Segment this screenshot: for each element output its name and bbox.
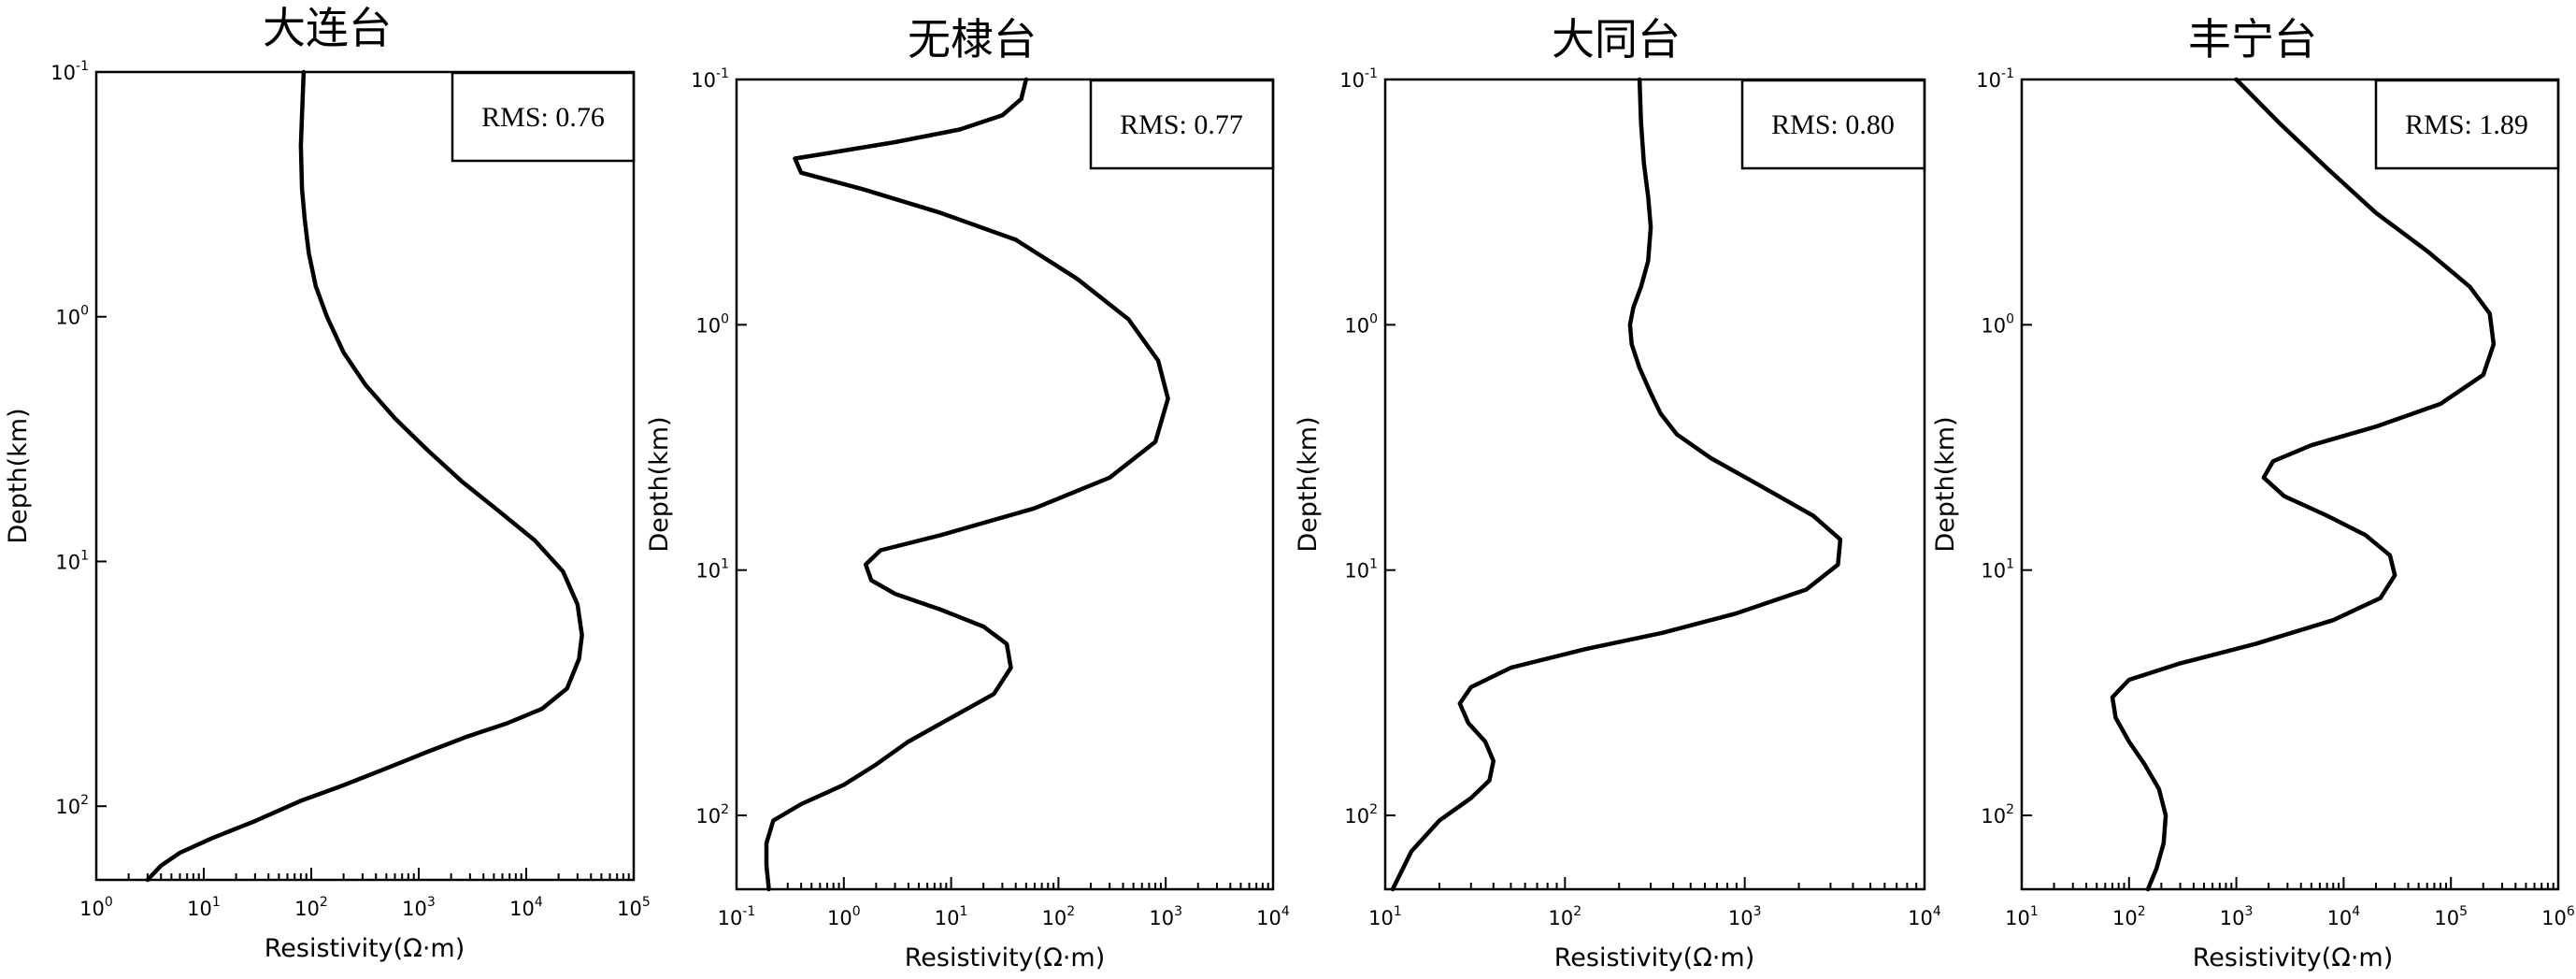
x-tick-label: 100: [827, 904, 861, 929]
panel-title: 大同台: [1552, 14, 1681, 65]
y-tick-label: 100: [1981, 311, 2014, 337]
rms-label: RMS: 0.77: [1120, 109, 1243, 140]
x-ticks: 101 102 103 104 105 106: [2005, 877, 2575, 929]
y-ticks: 10-1 100 101 102: [50, 59, 107, 818]
y-tick-label: 100: [1344, 311, 1378, 337]
rms-box: RMS: 1.89: [2374, 79, 2560, 170]
panel-datong: 大同台 Depth(km) Resistivity(Ω·m) RMS: 0.80…: [1294, 14, 1941, 972]
panel-title: 大连台: [263, 3, 392, 53]
rms-label: RMS: 0.80: [1771, 109, 1895, 140]
y-tick-label: 102: [1344, 802, 1378, 828]
x-tick-label: 104: [1256, 904, 1290, 929]
y-tick-label: 100: [55, 304, 89, 329]
plot-frame: [735, 78, 1275, 891]
x-axis-label: Resistivity(Ω·m): [1554, 943, 1755, 972]
y-axis-label: Depth(km): [4, 408, 33, 543]
x-ticks: 10-1 100 101 102 103 104: [718, 877, 1290, 929]
panel-title: 丰宁台: [2188, 14, 2317, 65]
x-tick-label: 106: [2541, 904, 2575, 929]
rms-box: RMS: 0.77: [1089, 79, 1275, 170]
x-tick-label: 103: [402, 895, 436, 920]
x-axis-label: Resistivity(Ω·m): [905, 943, 1106, 972]
y-axis-label: Depth(km): [1931, 416, 1960, 552]
y-tick-label: 10-1: [1976, 66, 2014, 92]
rms-box: RMS: 0.76: [451, 71, 636, 163]
y-tick-label: 101: [55, 548, 89, 573]
x-tick-label: 104: [1908, 904, 1941, 929]
x-tick-label: 101: [1368, 904, 1402, 929]
y-tick-label: 101: [695, 557, 729, 583]
rms-box-frame: [1740, 79, 1926, 170]
x-tick-label: 103: [2220, 904, 2254, 929]
y-tick-label: 101: [1344, 557, 1378, 583]
x-tick-label: 103: [1149, 904, 1182, 929]
panel-title: 无棣台: [908, 14, 1037, 65]
y-ticks: 10-1 100 101 102: [691, 66, 747, 828]
x-tick-label: 10-1: [718, 904, 756, 929]
x-ticks: 100 101 102 103 104 105: [79, 868, 651, 920]
y-tick-label: 102: [695, 802, 729, 828]
resistivity-curve: [2110, 77, 2497, 892]
x-tick-label: 102: [1549, 904, 1582, 929]
x-tick-label: 104: [509, 895, 543, 920]
x-tick-label: 105: [617, 895, 651, 920]
rms-box-frame: [451, 71, 636, 163]
rms-label: RMS: 0.76: [481, 102, 605, 133]
y-axis-label: Depth(km): [645, 416, 674, 552]
resistivity-curve: [1390, 77, 1843, 892]
panel-fengning: 丰宁台 Depth(km) Resistivity(Ω·m) RMS: 1.89…: [1931, 14, 2575, 972]
x-tick-label: 103: [1728, 904, 1762, 929]
x-tick-label: 101: [187, 895, 221, 920]
resistivity-curve: [764, 77, 1170, 892]
y-ticks: 10-1 100 101 102: [1339, 66, 1395, 828]
x-tick-label: 102: [2112, 904, 2146, 929]
y-tick-label: 101: [1981, 557, 2014, 583]
y-axis-label: Depth(km): [1294, 416, 1323, 552]
panel-wudi: 无棣台 Depth(km) Resistivity(Ω·m) RMS: 0.77…: [645, 14, 1290, 972]
rms-box-frame: [1089, 79, 1275, 170]
y-tick-label: 10-1: [1339, 66, 1378, 92]
y-tick-label: 102: [1981, 802, 2014, 828]
x-ticks: 101 102 103 104: [1368, 877, 1941, 929]
resistivity-curve: [145, 69, 584, 883]
y-ticks: 10-1 100 101 102: [1976, 66, 2032, 828]
x-tick-label: 101: [935, 904, 968, 929]
y-tick-label: 102: [55, 793, 89, 818]
x-tick-label: 104: [2327, 904, 2361, 929]
plot-frame: [1383, 78, 1926, 891]
x-tick-label: 100: [79, 895, 113, 920]
plot-frame: [94, 70, 636, 882]
y-tick-label: 10-1: [691, 66, 729, 92]
y-tick-label: 100: [695, 311, 729, 337]
x-axis-label: Resistivity(Ω·m): [2193, 943, 2394, 972]
x-tick-label: 101: [2005, 904, 2039, 929]
x-tick-label: 102: [1042, 904, 1076, 929]
plot-frame: [2020, 78, 2560, 891]
panel-dalian: 大连台 Depth(km) Resistivity(Ω·m) RMS: 0.76…: [4, 3, 651, 963]
x-tick-label: 105: [2434, 904, 2468, 929]
x-axis-label: Resistivity(Ω·m): [265, 934, 465, 963]
rms-label: RMS: 1.89: [2405, 109, 2528, 140]
rms-box: RMS: 0.80: [1740, 79, 1926, 170]
x-tick-label: 102: [294, 895, 328, 920]
y-tick-label: 10-1: [50, 59, 89, 84]
rms-box-frame: [2374, 79, 2560, 170]
